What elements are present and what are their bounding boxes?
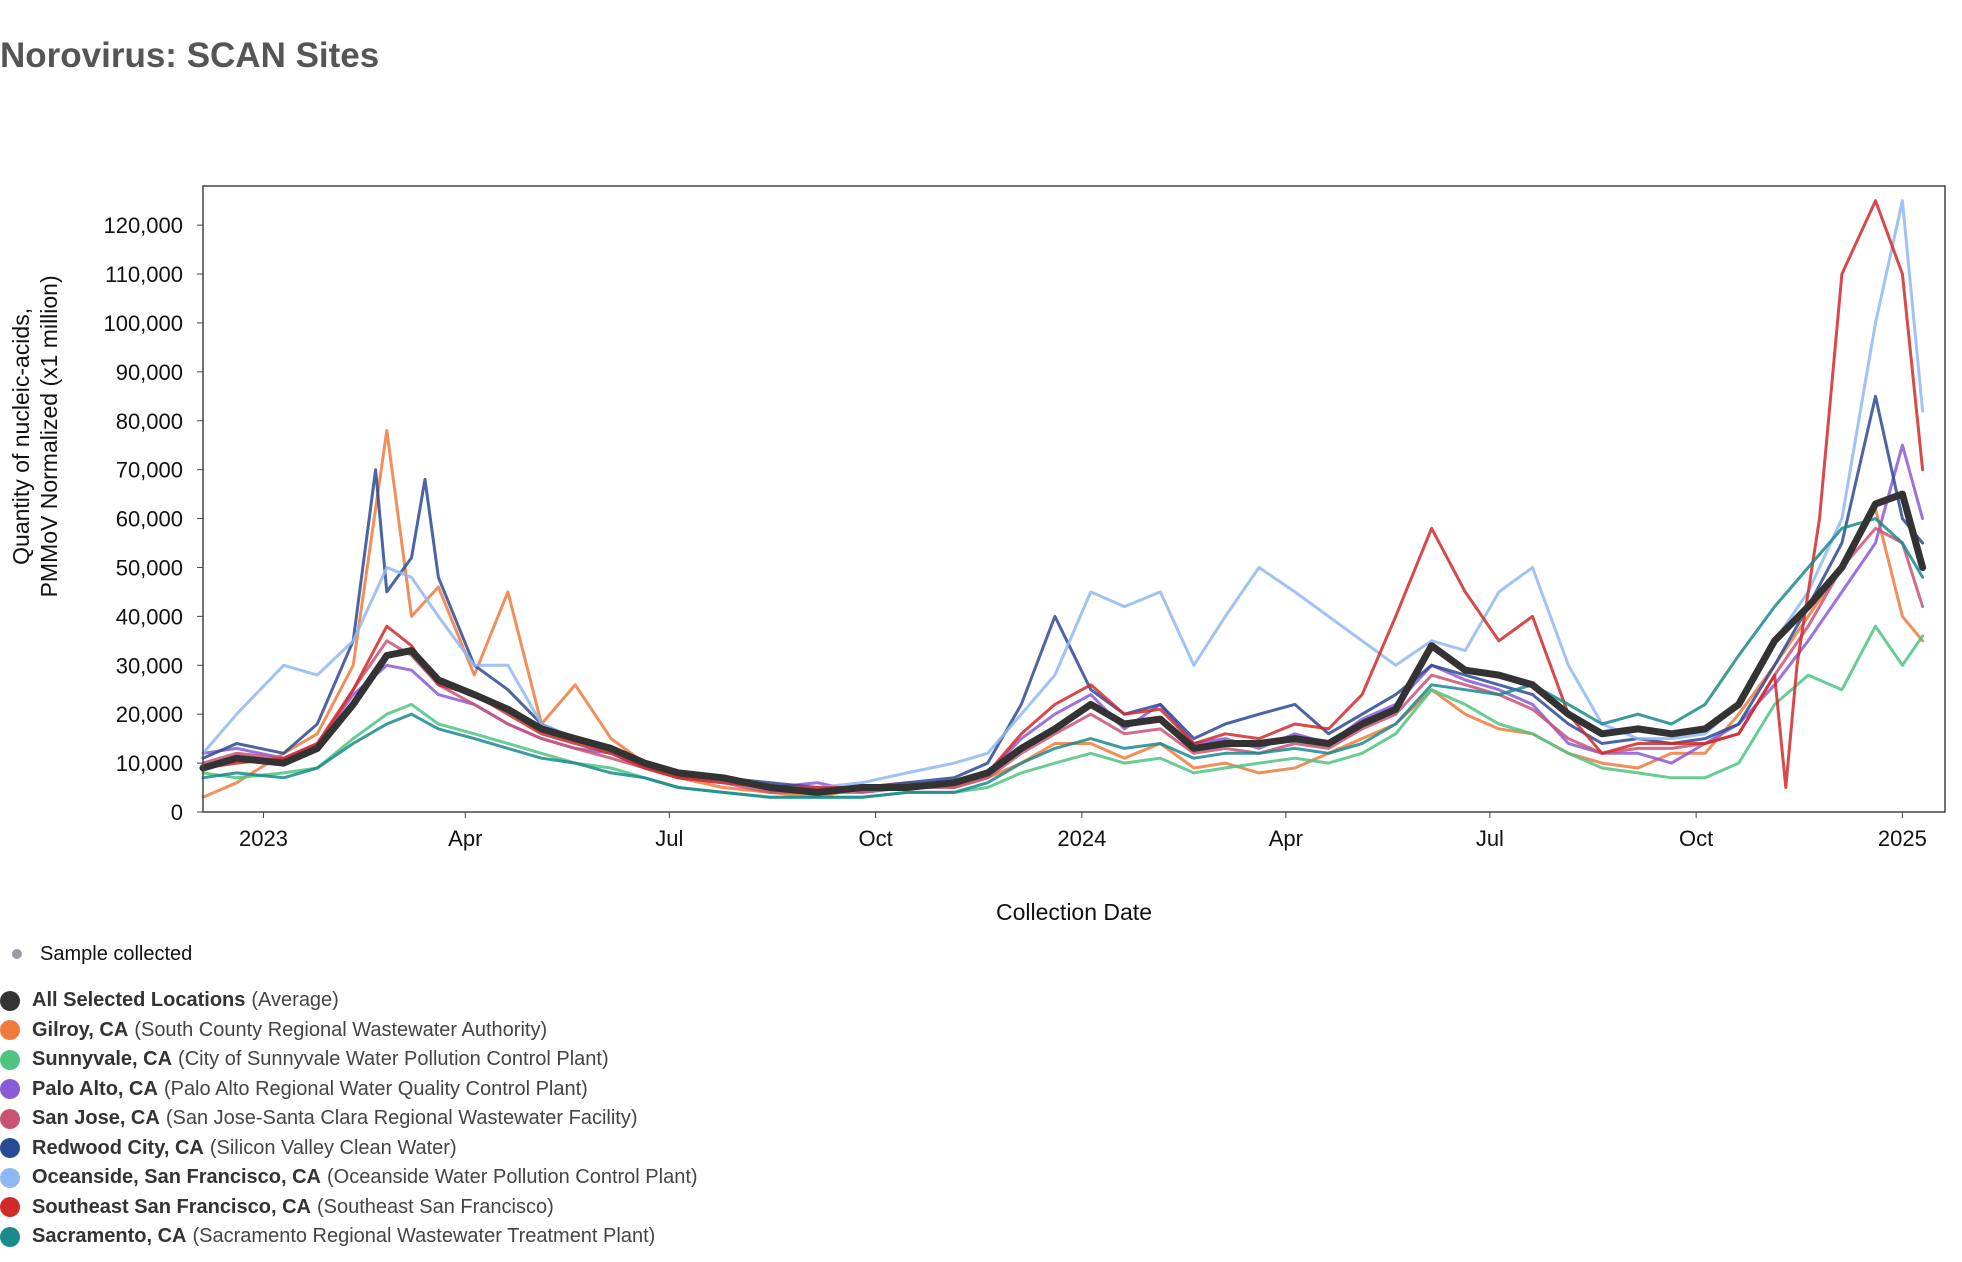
- legend-item-detail: (South County Regional Wastewater Author…: [134, 1018, 548, 1041]
- series-line-san-jose-ca[interactable]: [201, 526, 1925, 794]
- legend-items: All Selected Locations (Average) Gilroy, C…: [0, 986, 698, 1252]
- series-lines: [199, 199, 1927, 799]
- plot-frame: [202, 185, 1946, 813]
- legend-item[interactable]: All Selected Locations (Average): [0, 986, 698, 1016]
- sample-dot-icon: [12, 949, 22, 959]
- legend-item-detail: (Palo Alto Regional Water Quality Contro…: [163, 1077, 588, 1100]
- x-tick-label: Oct: [858, 826, 892, 851]
- series-line-sunnyvale-ca[interactable]: [201, 624, 1925, 799]
- legend-swatch-icon: [0, 990, 20, 1011]
- y-tick-label: 20,000: [116, 702, 183, 727]
- legend-item[interactable]: Palo Alto, CA (Palo Alto Regional Water Q…: [0, 1075, 698, 1105]
- y-axis-title-line1: Quantity of nucleic-acids,: [8, 308, 34, 565]
- y-tick-label: 90,000: [116, 360, 183, 385]
- legend-item[interactable]: Gilroy, CA (South County Regional Wastewa…: [0, 1016, 698, 1046]
- legend-item[interactable]: San Jose, CA (San Jose-Santa Clara Region…: [0, 1104, 698, 1134]
- legend-item-name: Sacramento, CA: [32, 1225, 187, 1248]
- legend-item-name: All Selected Locations: [32, 989, 246, 1012]
- legend-item-name: Gilroy, CA: [32, 1018, 129, 1041]
- legend-sample-collected[interactable]: Sample collected: [0, 940, 698, 968]
- x-tick-label: 2023: [239, 826, 288, 851]
- legend-item-detail: (Southeast San Francisco): [316, 1195, 554, 1218]
- chart: 0 10,000 20,000 30,000 40,000 50,000 60,000 70,…: [8, 185, 1946, 925]
- legend-item[interactable]: Redwood City, CA (Silicon Valley Clean Wa…: [0, 1134, 698, 1164]
- y-axis-ticks: 0 10,000 20,000 30,000 40,000 50,000 60,000 70,…: [103, 213, 203, 825]
- legend: Sample collected All Selected Locations(…: [0, 940, 698, 1252]
- y-tick-label: 10,000: [116, 751, 183, 776]
- legend-sample-label: Sample collected: [40, 942, 193, 965]
- legend-swatch-icon: [0, 1079, 20, 1100]
- series-line-sacramento-ca[interactable]: [201, 517, 1925, 799]
- series-line-palo-alto-ca[interactable]: [201, 443, 1925, 794]
- x-tick-label: Oct: [1679, 826, 1713, 851]
- x-tick-label: 2025: [1878, 826, 1927, 851]
- y-tick-label: 80,000: [116, 409, 183, 434]
- x-axis-title: Collection Date: [996, 899, 1152, 925]
- y-tick-label: 60,000: [116, 507, 183, 532]
- series-line-all-selected-locations[interactable]: [199, 490, 1927, 796]
- legend-item[interactable]: Sunnyvale, CA (City of Sunnyvale Water Po…: [0, 1045, 698, 1075]
- y-tick-label: 40,000: [116, 604, 183, 629]
- legend-item-detail: (Silicon Valley Clean Water): [209, 1136, 457, 1159]
- legend-item[interactable]: Southeast San Francisco, CA (Southeast Sa…: [0, 1193, 698, 1223]
- legend-swatch-icon: [0, 1049, 20, 1070]
- legend-item-name: Redwood City, CA: [32, 1136, 204, 1159]
- legend-item-name: San Jose, CA: [32, 1107, 160, 1130]
- legend-item-name: Oceanside, San Francisco, CA: [32, 1166, 321, 1189]
- y-tick-label: 70,000: [116, 458, 183, 483]
- x-tick-label: Jul: [1476, 826, 1504, 851]
- y-tick-label: 0: [171, 800, 183, 825]
- legend-swatch-icon: [0, 1020, 20, 1041]
- y-tick-label: 50,000: [116, 555, 183, 580]
- series-line-redwood-city-ca[interactable]: [201, 394, 1925, 789]
- y-tick-label: 100,000: [103, 311, 183, 336]
- x-tick-label: Jul: [655, 826, 683, 851]
- legend-item[interactable]: Oceanside, San Francisco, CA (Oceanside W…: [0, 1163, 698, 1193]
- legend-swatch-icon: [0, 1108, 20, 1129]
- legend-item-name: Palo Alto, CA: [32, 1077, 158, 1100]
- legend-swatch-icon: [0, 1197, 20, 1218]
- x-axis-ticks: 2023 Apr Jul Oct 2024 Apr Jul Oct 2025: [239, 812, 1927, 851]
- legend-item-detail: (San Jose-Santa Clara Regional Wastewate…: [165, 1107, 638, 1130]
- series-line-oceanside-san-francisco-ca[interactable]: [201, 199, 1925, 789]
- y-axis-title-line2: PMMoV Normalized (x1 million): [36, 275, 62, 597]
- y-tick-label: 30,000: [116, 653, 183, 678]
- y-tick-label: 120,000: [103, 213, 183, 238]
- legend-item-detail: (Sacramento Regional Wastewater Treatmen…: [192, 1225, 656, 1248]
- y-tick-label: 110,000: [105, 262, 183, 287]
- legend-item-detail: (Oceanside Water Pollution Control Plant…: [327, 1166, 698, 1189]
- legend-item-detail: (City of Sunnyvale Water Pollution Contr…: [178, 1048, 609, 1071]
- page-title: Norovirus: SCAN Sites: [0, 36, 380, 75]
- legend-swatch-icon: [0, 1226, 20, 1247]
- legend-item-name: Southeast San Francisco, CA: [32, 1195, 311, 1218]
- x-tick-label: Apr: [448, 826, 482, 851]
- legend-swatch-icon: [0, 1138, 20, 1159]
- series-line-gilroy-ca[interactable]: [201, 429, 1925, 799]
- legend-item[interactable]: Sacramento, CA (Sacramento Regional Waste…: [0, 1222, 698, 1252]
- legend-item-detail: (Average): [251, 989, 339, 1012]
- legend-item-name: Sunnyvale, CA: [32, 1048, 173, 1071]
- x-tick-label: 2024: [1057, 826, 1106, 851]
- legend-swatch-icon: [0, 1167, 20, 1188]
- x-tick-label: Apr: [1269, 826, 1303, 851]
